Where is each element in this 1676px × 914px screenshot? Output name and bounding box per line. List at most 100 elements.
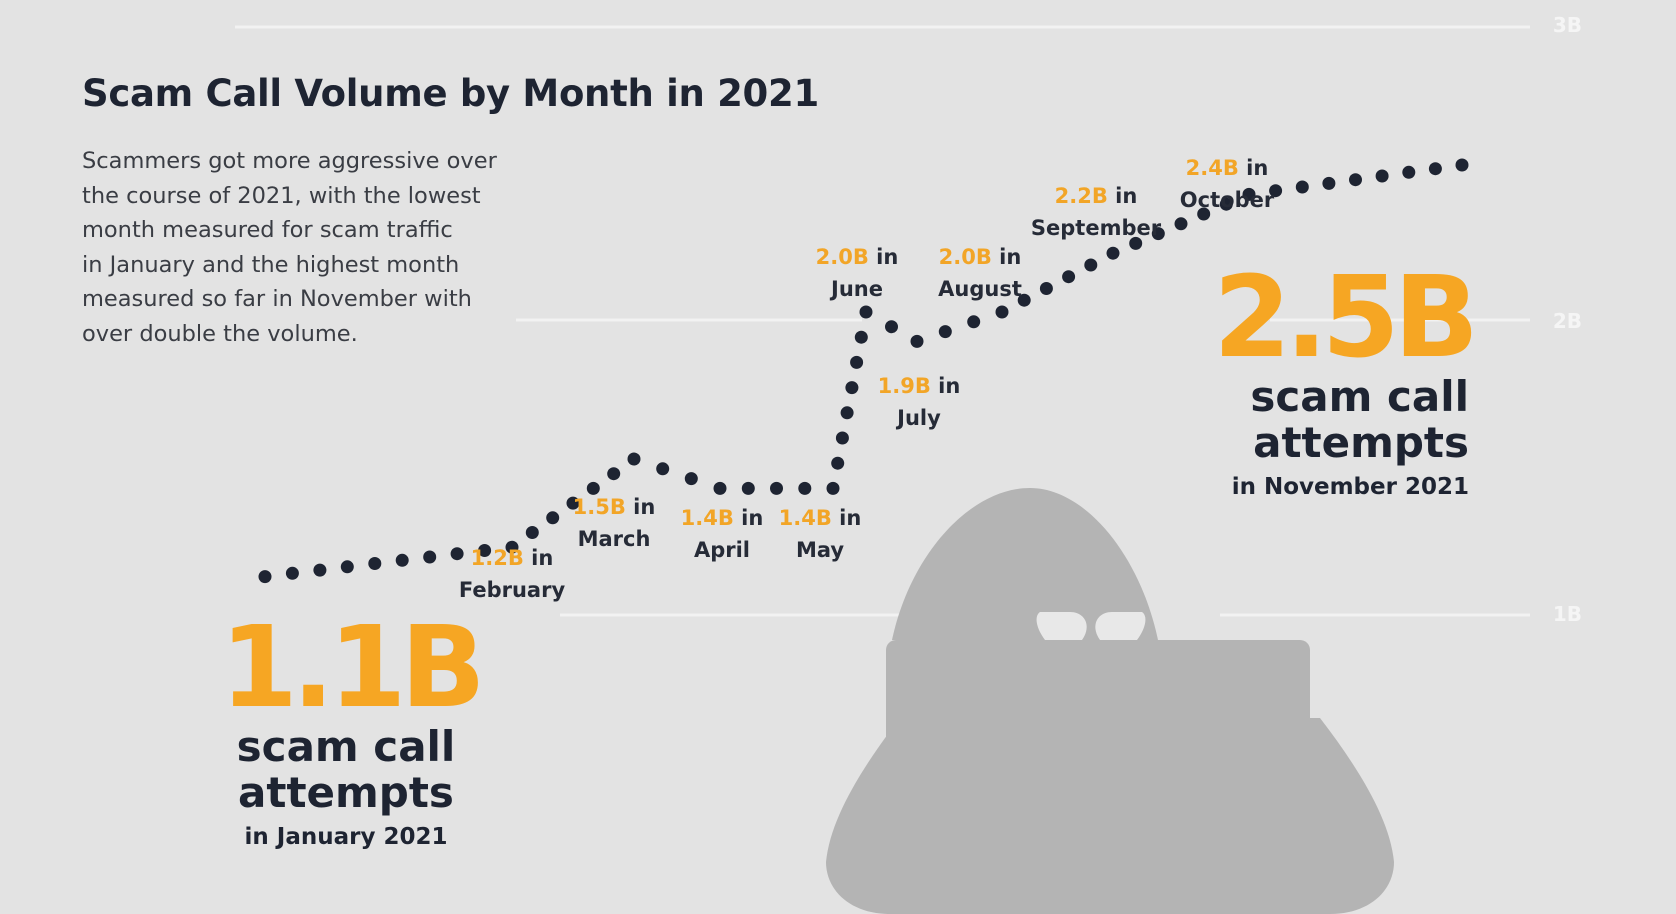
data-label-month: August [938, 277, 1022, 301]
data-label-suffix: in [991, 245, 1022, 269]
data-label: 2.2B in September [1031, 180, 1161, 244]
data-label: 1.4B in May [779, 502, 862, 566]
y-tick-label: 3B [1552, 13, 1582, 37]
data-label-suffix: in [831, 506, 862, 530]
line-dot [368, 557, 382, 570]
line-dot [1322, 176, 1336, 190]
line-dot [566, 496, 580, 510]
line-dot [741, 481, 755, 495]
data-point [258, 570, 272, 584]
line-dot [1062, 270, 1076, 284]
data-point [713, 481, 727, 495]
line-dot [854, 330, 868, 344]
line-dot [1017, 293, 1031, 307]
line-dot [478, 544, 492, 557]
low-value: 1.1B [220, 603, 486, 733]
data-label-suffix: in [625, 495, 656, 519]
data-label-value: 2.4B [1185, 156, 1239, 180]
line-dot [1375, 169, 1389, 183]
data-label-value: 2.0B [938, 245, 992, 269]
low-line1: scam call [236, 722, 456, 771]
description-line: month measured for scam traffic [82, 217, 453, 243]
high-caption: in November 2021 [1231, 474, 1469, 500]
data-point [859, 305, 873, 319]
line-dot [395, 553, 409, 567]
page-title: Scam Call Volume by Month in 2021 [82, 72, 819, 115]
line-dot [938, 325, 952, 339]
data-label: 1.9B in July [878, 370, 961, 434]
low-highlight: 1.1B scam call attempts in January 2021 [220, 612, 486, 852]
data-label-value: 1.5B [572, 495, 626, 519]
line-dot [340, 560, 354, 574]
line-dot [1174, 217, 1188, 231]
data-label-value: 1.9B [877, 374, 931, 398]
line-dot [850, 355, 864, 369]
data-point [995, 305, 1009, 319]
data-label-suffix: in [868, 245, 899, 269]
data-point [1242, 187, 1256, 201]
data-label-suffix: in [1107, 184, 1138, 208]
high-value: 2.5B [1213, 253, 1479, 383]
line-dot [770, 481, 783, 495]
low-caption: in January 2021 [244, 824, 448, 850]
data-label-suffix: in [1238, 156, 1269, 180]
line-dot [798, 481, 812, 495]
data-label-month: May [795, 538, 845, 562]
line-dot [1197, 207, 1211, 221]
line-dot [840, 406, 854, 420]
line-dot [1428, 162, 1442, 176]
data-point [1106, 246, 1120, 260]
low-line2: attempts [238, 768, 454, 817]
line-dot [313, 563, 327, 577]
line-dot [546, 511, 560, 525]
y-tick-label: 1B [1552, 602, 1582, 626]
line-dot [586, 481, 600, 495]
line-dot [845, 381, 859, 395]
line-dot [1269, 184, 1283, 198]
line-dot [835, 431, 849, 445]
line-dot [885, 320, 898, 334]
data-label: 1.5B in March [573, 491, 656, 555]
line-dot [1084, 258, 1098, 272]
line-dot [1129, 236, 1143, 250]
data-point [505, 540, 519, 554]
line-dot [607, 467, 621, 481]
high-highlight: 2.5B scam call attempts in November 2021 [1213, 262, 1479, 502]
line-dot [831, 456, 845, 470]
line-dot [1349, 173, 1362, 187]
line-dot [967, 315, 981, 329]
description-line: over double the volume. [82, 320, 358, 347]
data-label-month: July [897, 406, 941, 430]
high-line1: scam call [1250, 372, 1469, 421]
data-label-value: 2.0B [815, 245, 869, 269]
data-label-month: February [458, 578, 566, 602]
data-label: 1.2B in February [459, 542, 565, 606]
line-dot [1219, 197, 1233, 211]
hooded-hacker-silhouette-icon [826, 488, 1394, 914]
data-label-month: March [577, 527, 651, 551]
description-line: measured so far in November with [82, 286, 472, 312]
line-dot [423, 550, 437, 564]
description-line: the course of 2021, with the lowest [82, 182, 481, 209]
description-line: in January and the highest month [82, 251, 460, 278]
data-line [258, 158, 1469, 584]
data-label-suffix: in [733, 506, 764, 530]
line-dot [450, 547, 464, 561]
high-line2: attempts [1253, 418, 1469, 467]
description: Scammers got more aggressive over the co… [82, 144, 522, 351]
data-label: 2.0B in August [938, 241, 1022, 305]
data-label-value: 1.4B [778, 506, 832, 530]
line-dot [1402, 165, 1416, 179]
data-point [826, 481, 840, 495]
data-label-month: October [1179, 188, 1275, 212]
line-dot [1039, 282, 1053, 295]
data-label-suffix: in [523, 546, 554, 570]
data-label-month: September [1030, 216, 1162, 240]
data-point [910, 334, 924, 348]
y-tick-label: 2B [1552, 309, 1582, 333]
data-label: 2.0B in June [816, 241, 899, 305]
data-label-month: April [693, 538, 751, 562]
line-dot [684, 472, 698, 486]
